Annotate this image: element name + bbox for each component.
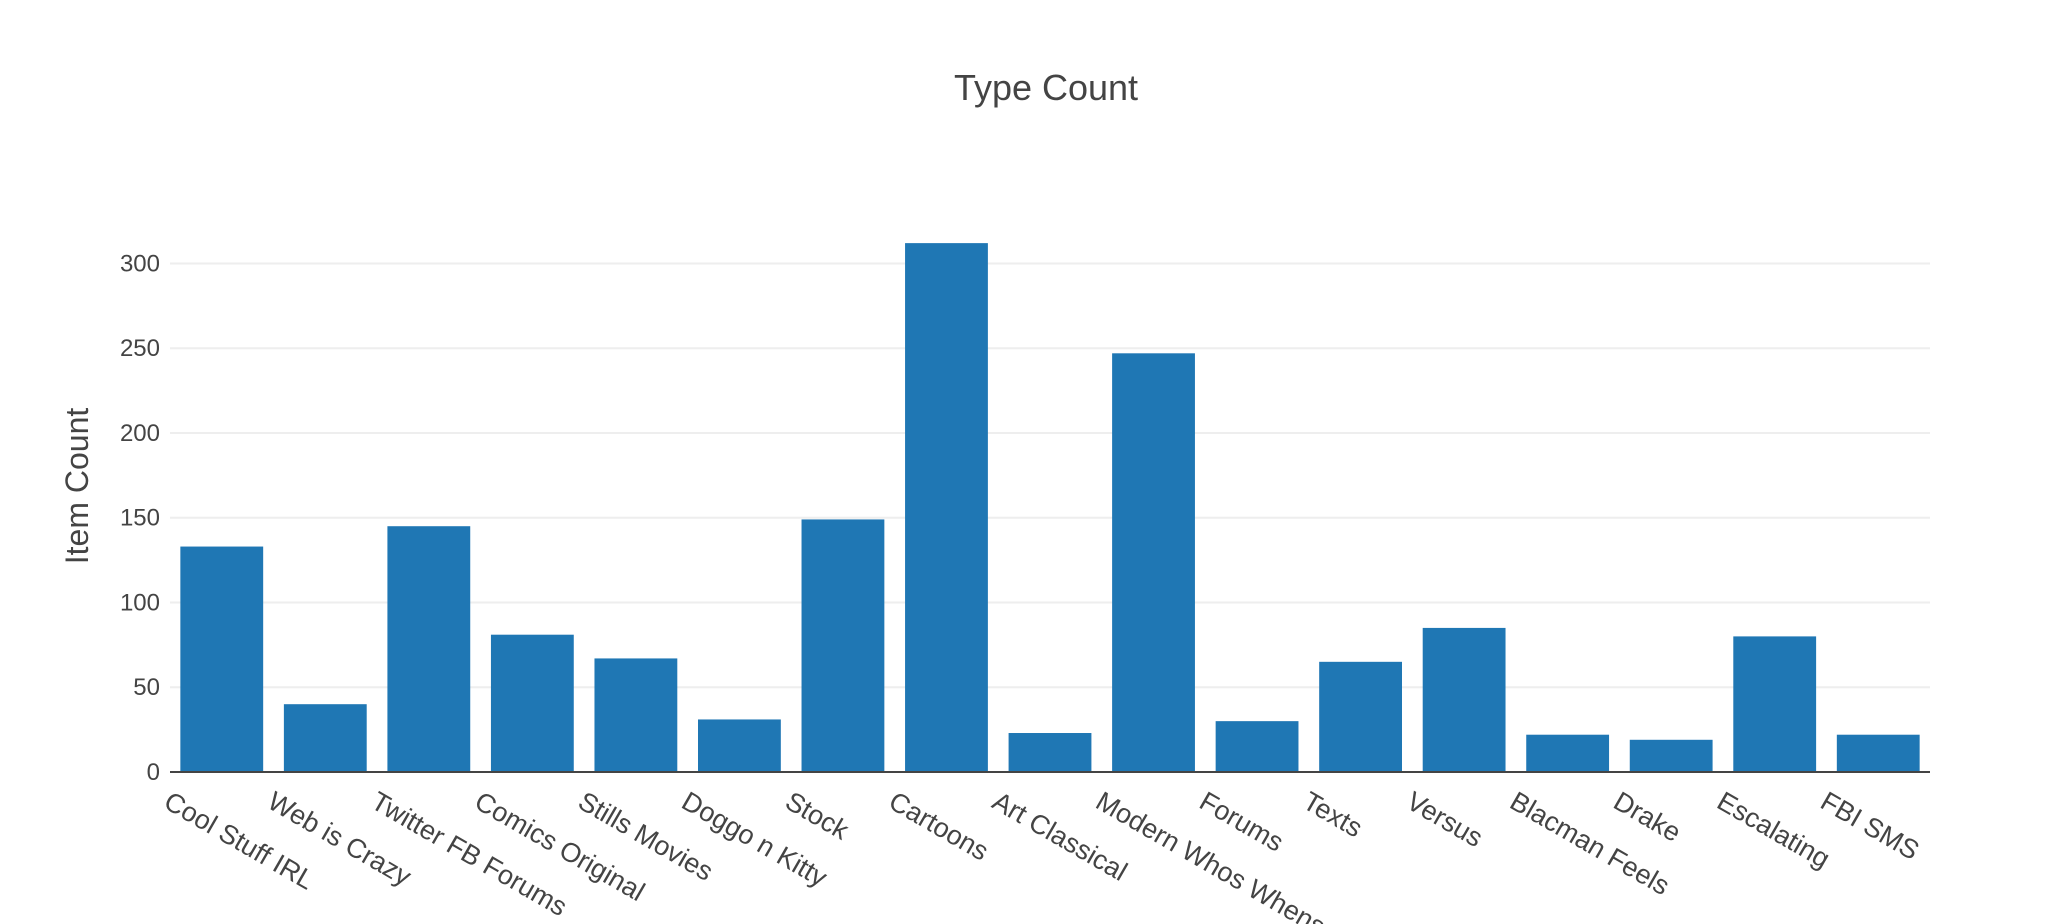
x-tick-label: Stock: [780, 786, 854, 846]
y-tick-label: 150: [120, 505, 160, 532]
bar[interactable]: [1733, 636, 1817, 772]
bar[interactable]: [801, 519, 885, 772]
bar[interactable]: [594, 658, 678, 772]
bar[interactable]: [1112, 353, 1195, 772]
x-tick-label: Cartoons: [884, 786, 994, 867]
bar[interactable]: [1215, 721, 1299, 772]
bars: [180, 243, 1920, 772]
chart-title: Type Count: [954, 67, 1138, 108]
x-tick-label: Texts: [1298, 786, 1368, 843]
bar[interactable]: [1629, 739, 1713, 772]
bar[interactable]: [1836, 734, 1920, 772]
y-tick-label: 300: [120, 250, 160, 277]
y-axis-title: Item Count: [59, 408, 95, 565]
y-tick-label: 100: [120, 589, 160, 616]
bar[interactable]: [1008, 733, 1092, 772]
bar[interactable]: [1526, 734, 1610, 772]
y-tick-label: 50: [133, 674, 160, 701]
x-tick-label: Drake: [1609, 786, 1686, 848]
y-tick-label: 250: [120, 335, 160, 362]
bar[interactable]: [283, 704, 367, 772]
bar[interactable]: [905, 243, 988, 772]
bar[interactable]: [698, 719, 781, 772]
y-tick-labels: 0 50 100 150 200 250 300: [120, 250, 160, 786]
y-tick-label: 200: [120, 420, 160, 447]
bar[interactable]: [180, 546, 264, 772]
bar[interactable]: [387, 526, 471, 772]
y-tick-label: 0: [147, 759, 160, 786]
x-tick-label: FBI SMS: [1816, 786, 1925, 866]
bar[interactable]: [1422, 627, 1506, 772]
x-tick-label: Escalating: [1712, 786, 1835, 874]
bar[interactable]: [490, 634, 574, 772]
bar[interactable]: [1319, 661, 1402, 772]
x-tick-label: Versus: [1402, 786, 1488, 853]
